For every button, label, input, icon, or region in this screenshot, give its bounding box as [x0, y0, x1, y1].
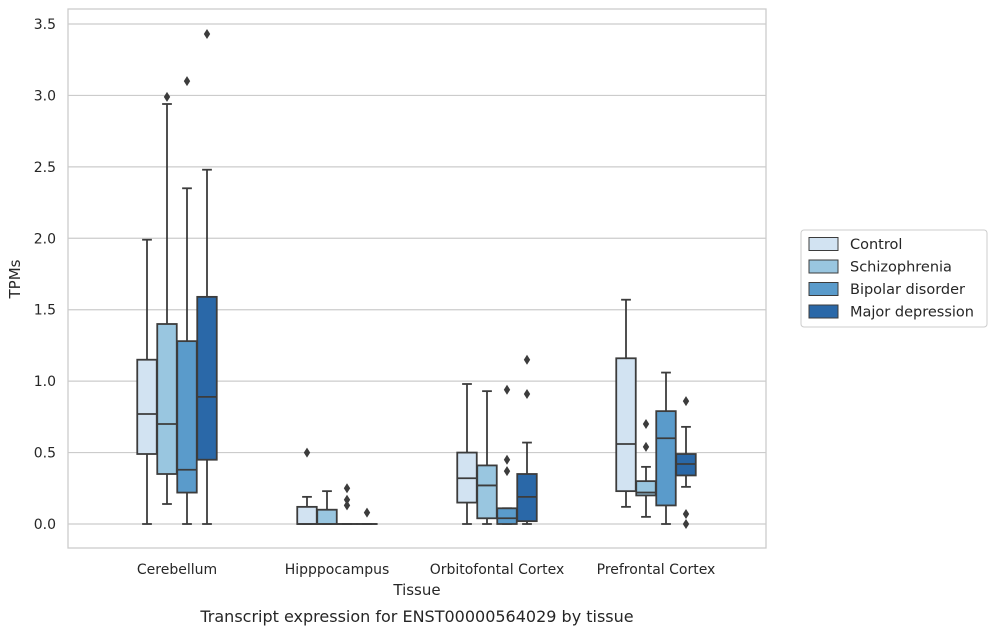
box-2-0: [456, 383, 478, 525]
outlier-point: [203, 29, 211, 39]
outlier-point: [642, 441, 650, 452]
outlier-point: [503, 466, 511, 477]
box-3-1: [635, 419, 657, 518]
box-1-2: [336, 483, 358, 525]
chart-caption: Transcript expression for ENST0000056402…: [199, 607, 633, 626]
iqr-box: [136, 358, 158, 455]
box-2-1: [476, 390, 498, 525]
legend-label: Major depression: [850, 305, 974, 321]
x-tick-label: Cerebellum: [137, 562, 217, 578]
box-3-0: [615, 298, 637, 508]
legend-label: Control: [850, 237, 902, 253]
iqr-box: [496, 507, 518, 525]
outlier-point: [163, 91, 171, 102]
legend-label: Bipolar disorder: [850, 282, 965, 298]
box-1-3: [356, 507, 378, 525]
y-tick-label: 2.0: [34, 231, 56, 247]
outlier-point: [503, 454, 511, 465]
legend: Control Schizophrenia Bipolar disorder Majo…: [800, 229, 988, 328]
y-tick-labels: 0.0 0.5 1.0 1.5 2.0 2.5 3.0 3.5: [34, 17, 56, 533]
x-axis-title: Tissue: [392, 581, 440, 599]
iqr-box: [615, 357, 637, 493]
legend-swatch: [808, 237, 839, 251]
box-2-3: [516, 354, 538, 525]
legend-frame: [800, 229, 988, 328]
box-3-3: [675, 396, 697, 529]
box-0-0: [136, 238, 158, 525]
x-tick-label: Hipppocampus: [285, 562, 390, 578]
iqr-box: [316, 508, 338, 525]
outlier-point: [503, 384, 511, 395]
y-tick-label: 0.5: [34, 446, 56, 462]
outlier-point: [303, 447, 311, 458]
outlier-point: [343, 494, 351, 505]
outlier-point: [343, 500, 351, 511]
box-series: [136, 29, 697, 529]
y-tick-label: 0.0: [34, 517, 56, 533]
outlier-point: [523, 354, 531, 365]
iqr-box: [476, 464, 498, 520]
x-tick-label: Orbitofontal Cortex: [430, 562, 565, 578]
outlier-point: [682, 519, 690, 529]
box-3-2: [655, 371, 677, 525]
y-axis-title: TPMs: [6, 259, 24, 299]
box-0-2: [176, 76, 198, 525]
iqr-box: [156, 323, 178, 475]
box-0-1: [156, 91, 178, 505]
box-0-3: [196, 29, 218, 525]
x-tick-labels: Cerebellum Hipppocampus Orbitofontal Corte…: [137, 562, 715, 578]
iqr-box: [296, 505, 318, 525]
outlier-point: [642, 419, 650, 429]
outlier-point: [343, 483, 351, 494]
box-2-2: [496, 384, 518, 525]
box-1-0: [296, 447, 318, 525]
y-tick-label: 3.0: [34, 88, 56, 104]
iqr-box: [655, 410, 677, 507]
outlier-point: [183, 76, 191, 87]
legend-swatch: [808, 282, 839, 296]
legend-swatch: [808, 304, 839, 319]
plot-frame: [67, 8, 767, 549]
iqr-box: [196, 295, 218, 461]
box-1-1: [316, 490, 338, 525]
outlier-point: [682, 509, 690, 519]
y-tick-label: 2.5: [34, 160, 56, 176]
outlier-point: [682, 396, 690, 407]
y-tick-label: 1.5: [34, 303, 56, 319]
y-tick-label: 1.0: [34, 374, 56, 390]
x-tick-label: Prefrontal Cortex: [597, 562, 716, 578]
outlier-point: [363, 507, 371, 518]
legend-label: Schizophrenia: [850, 260, 952, 276]
legend-swatch: [808, 259, 839, 274]
outlier-point: [523, 389, 531, 399]
y-tick-label: 3.5: [34, 17, 56, 33]
